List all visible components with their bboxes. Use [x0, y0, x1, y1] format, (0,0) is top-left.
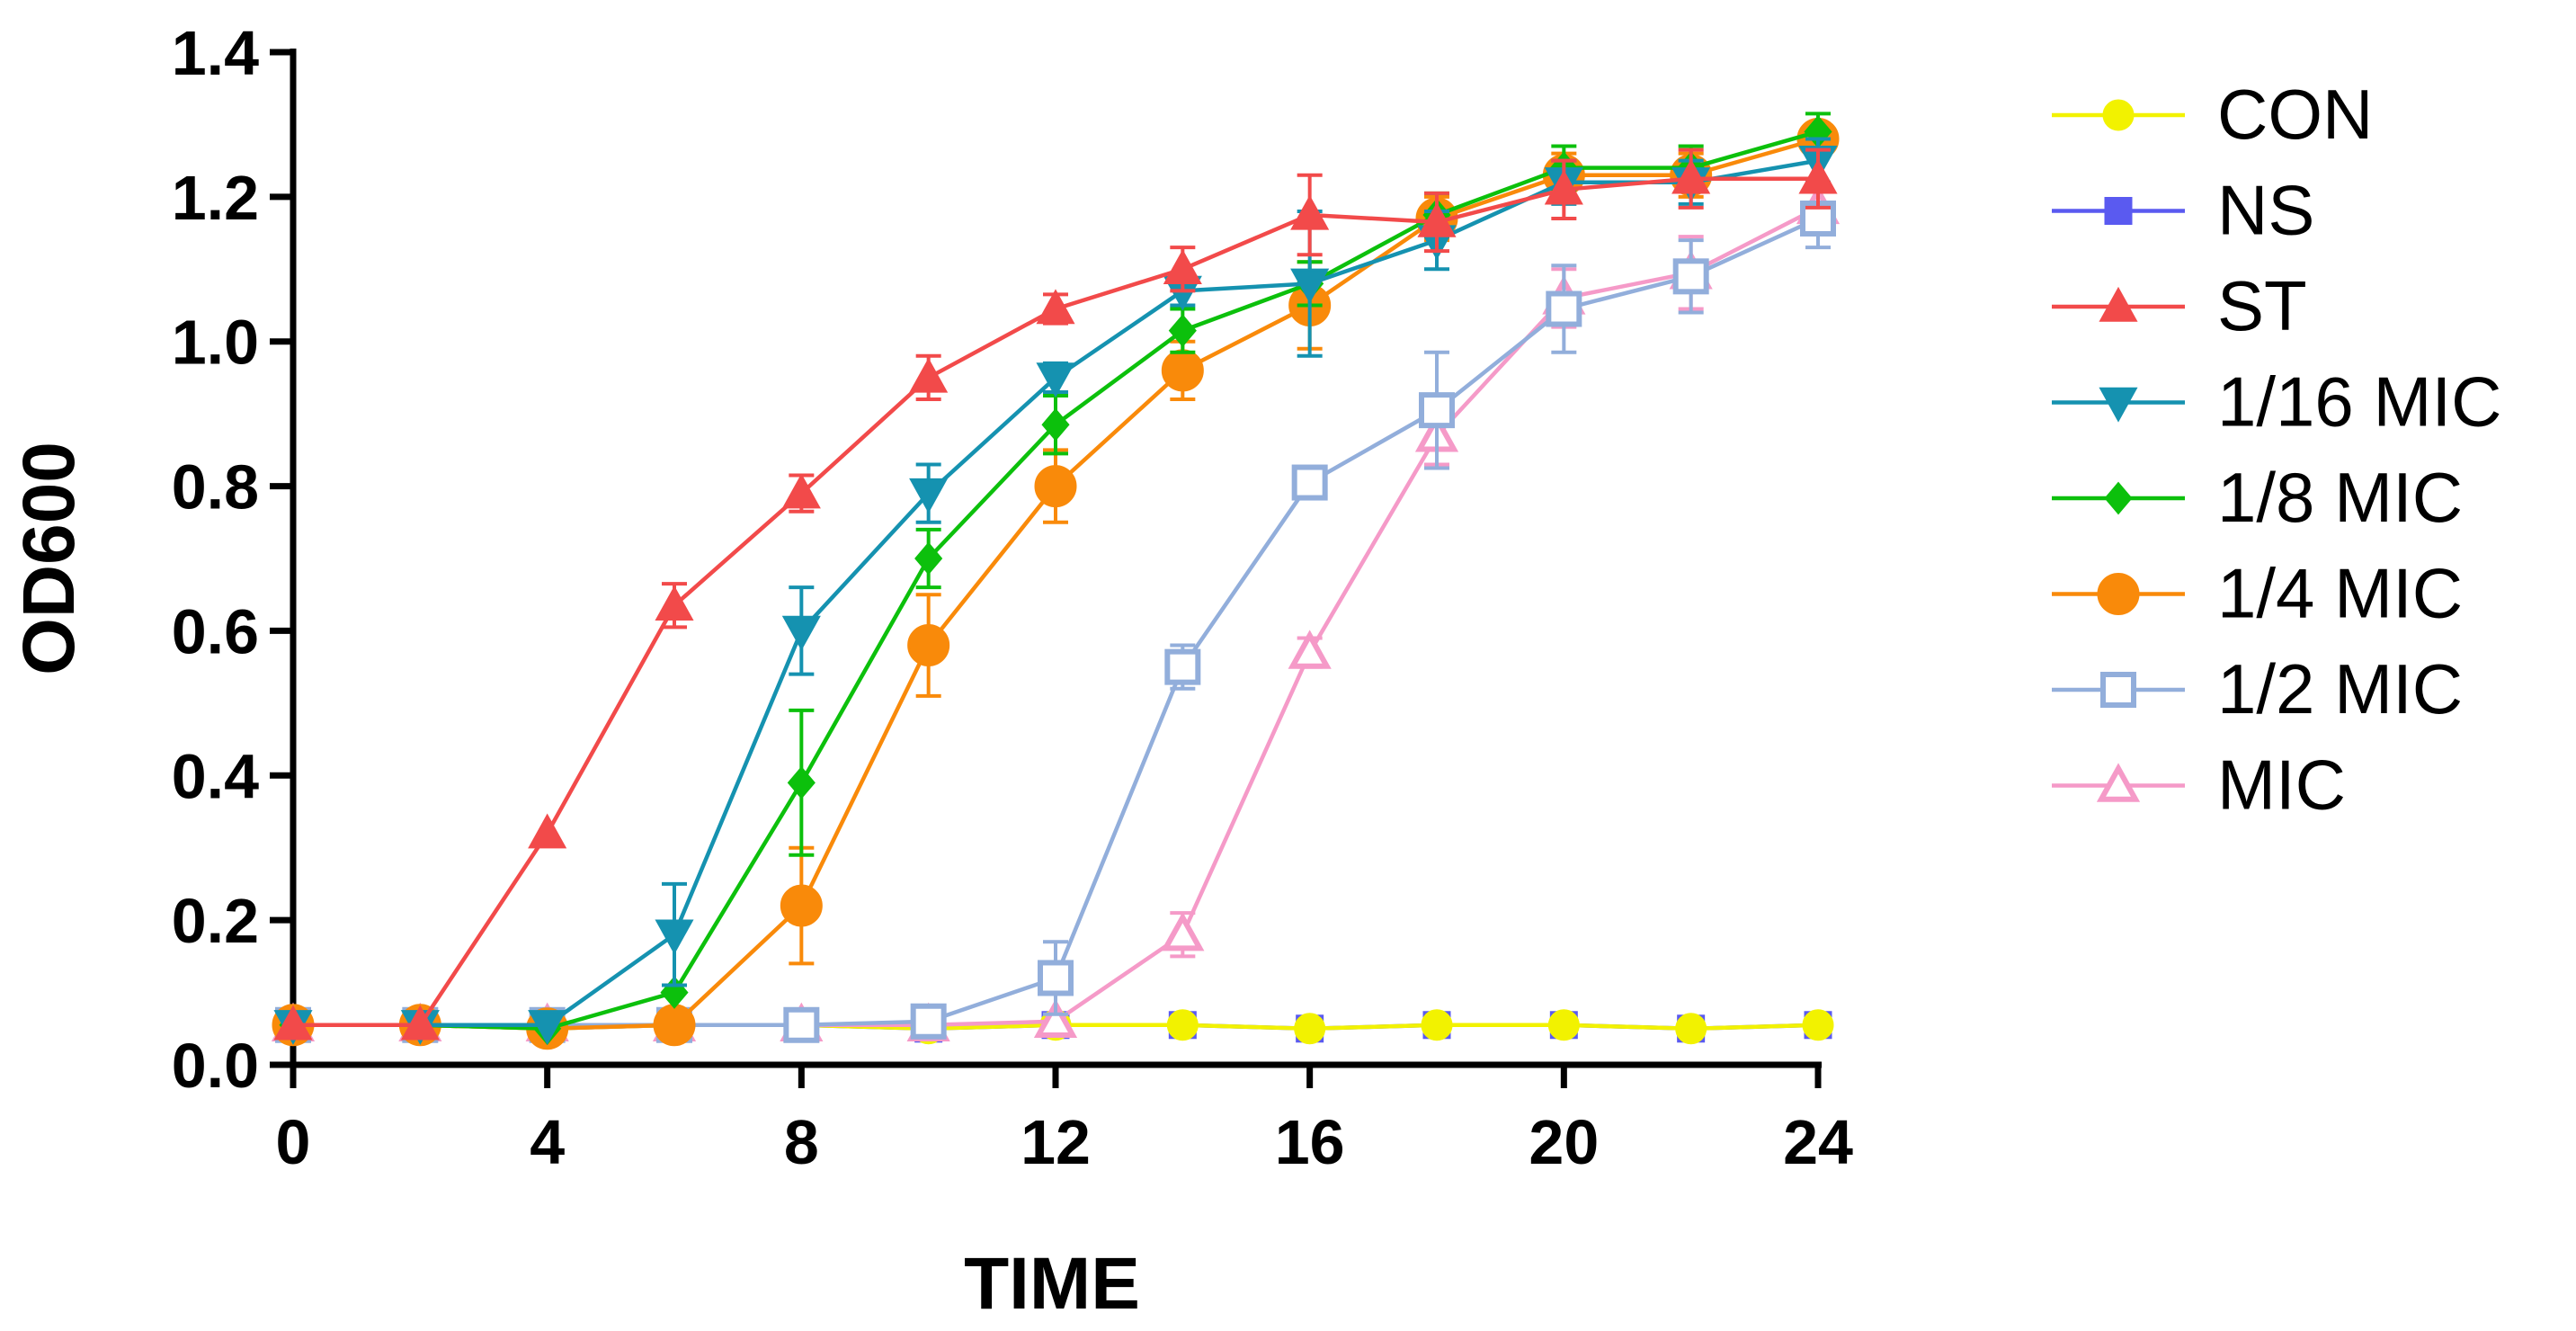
data-point [655, 919, 694, 955]
series-line [293, 137, 1819, 1032]
legend-marker [2104, 481, 2133, 515]
legend-marker [2096, 763, 2141, 802]
series-st [273, 147, 1838, 1041]
legend-label: 1/4 MIC [2217, 554, 2463, 633]
x-tick-label: 0 [276, 1107, 311, 1177]
series-line [293, 205, 1820, 1028]
legend-item-st: ST [2052, 266, 2307, 345]
data-point [1290, 194, 1330, 230]
series-1-4-mic [272, 118, 1840, 1050]
data-point [1675, 1013, 1707, 1045]
data-point [1161, 912, 1205, 951]
data-point [273, 1005, 313, 1041]
legend-marker [2099, 387, 2138, 423]
data-point [655, 585, 694, 621]
legend-marker [2099, 286, 2138, 322]
legend-label: 1/2 MIC [2217, 649, 2463, 728]
legend-item-mic: MIC [2052, 746, 2346, 825]
data-point [1672, 258, 1709, 295]
x-tick-label: 12 [1021, 1107, 1091, 1177]
x-tick-label: 8 [784, 1107, 819, 1177]
legend-label: 1/16 MIC [2217, 362, 2501, 442]
y-tick-label: 0.6 [172, 596, 259, 666]
data-point [1798, 158, 1838, 194]
data-point [1802, 1009, 1834, 1041]
legend-marker [2100, 672, 2136, 708]
y-tick-label: 1.2 [172, 163, 259, 233]
data-point [1166, 1009, 1199, 1041]
x-tick-label: 4 [530, 1107, 565, 1177]
data-point [1546, 290, 1582, 327]
legend-item-1-2-mic: 1/2 MIC [2052, 649, 2463, 728]
y-tick-label: 0.0 [172, 1031, 259, 1101]
data-point [1294, 1013, 1326, 1045]
data-point [909, 478, 949, 514]
data-point [909, 357, 949, 393]
data-point [907, 624, 950, 667]
legend-label: ST [2217, 266, 2307, 345]
legend-item-ns: NS [2052, 171, 2314, 250]
x-axis-label: TIME [964, 1243, 1140, 1325]
data-point [1544, 169, 1583, 205]
data-point [653, 1004, 696, 1047]
data-point [1164, 648, 1201, 685]
data-point [781, 615, 821, 651]
series-line [293, 130, 1819, 1032]
data-point [1036, 362, 1075, 398]
data-point [1547, 1009, 1580, 1041]
data-point [1038, 960, 1074, 996]
legend-item-con: CON [2052, 75, 2373, 154]
y-tick-label: 0.2 [172, 886, 259, 956]
data-point [1163, 249, 1202, 284]
legend-label: CON [2217, 75, 2373, 154]
data-point [780, 884, 823, 927]
data-point [1034, 465, 1077, 508]
data-point [1671, 158, 1711, 194]
x-tick-label: 24 [1783, 1107, 1853, 1177]
x-tick-label: 20 [1529, 1107, 1599, 1177]
data-point [528, 1010, 567, 1045]
data-point [781, 473, 821, 509]
data-point [1288, 630, 1332, 669]
legend-marker [2102, 99, 2135, 131]
y-axis-label: OD600 [8, 442, 90, 675]
legend: CON NS ST 1/16 MIC 1/8 MIC 1/4 MIC 1/2 MIC MIC [2052, 75, 2501, 825]
y-tick-label: 1.4 [172, 18, 259, 88]
data-point [1419, 392, 1455, 429]
data-point [1291, 464, 1328, 501]
data-point [1041, 407, 1070, 442]
data-point [1417, 201, 1457, 237]
data-point [910, 1003, 947, 1040]
y-tick-label: 0.4 [172, 741, 259, 811]
legend-item-1-16-mic: 1/16 MIC [2052, 362, 2501, 442]
axes: 0.0 0.2 0.4 0.6 0.8 1.0 1.2 1.4 0 4 8 12 16 20 24 [172, 18, 1853, 1177]
data-point [528, 813, 567, 849]
legend-label: MIC [2217, 746, 2346, 825]
series-layer [271, 112, 1841, 1050]
legend-item-1-8-mic: 1/8 MIC [2052, 458, 2463, 537]
y-tick-label: 0.8 [172, 452, 259, 523]
data-point [1033, 998, 1078, 1038]
data-point [1290, 268, 1330, 304]
legend-item-1-4-mic: 1/4 MIC [2052, 554, 2463, 633]
series-1-16-mic [273, 137, 1838, 1045]
legend-marker [2104, 197, 2133, 225]
legend-label: 1/8 MIC [2217, 458, 2463, 537]
x-tick-label: 16 [1275, 1107, 1345, 1177]
legend-marker [2097, 573, 2140, 615]
data-point [1421, 1009, 1453, 1041]
data-point [1168, 314, 1197, 347]
data-point [914, 541, 943, 576]
y-tick-label: 1.0 [172, 308, 259, 378]
data-point [400, 1005, 440, 1041]
data-point [787, 766, 816, 799]
legend-label: NS [2217, 171, 2314, 250]
data-point [1036, 289, 1075, 325]
data-point [783, 1006, 820, 1043]
data-point [1161, 349, 1204, 392]
series-1-8-mic [279, 112, 1832, 1046]
series-line [293, 216, 1819, 1028]
